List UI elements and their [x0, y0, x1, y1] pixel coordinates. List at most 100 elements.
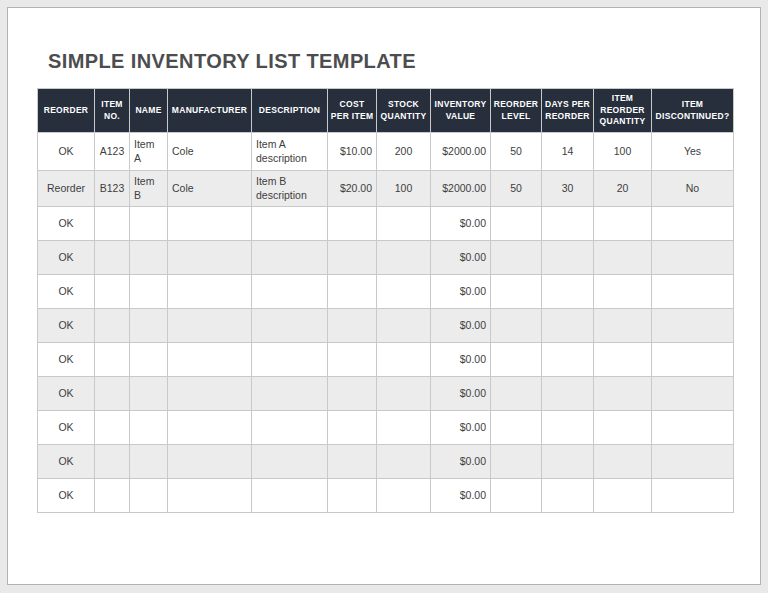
cell-name [130, 207, 168, 241]
cell-cost_per_item [328, 411, 377, 445]
cell-stock_quantity [377, 479, 431, 513]
cell-inventory_value: $0.00 [431, 445, 491, 479]
column-header-days_per_reorder: DAYS PER REORDER [542, 89, 594, 133]
cell-stock_quantity [377, 411, 431, 445]
cell-manufacturer [168, 207, 252, 241]
cell-reorder_level [491, 479, 542, 513]
cell-item_no: A123 [95, 133, 130, 171]
cell-reorder_level [491, 377, 542, 411]
cell-manufacturer [168, 377, 252, 411]
cell-cost_per_item [328, 377, 377, 411]
cell-manufacturer [168, 275, 252, 309]
column-header-item_discontinued: ITEM DISCONTINUED? [652, 89, 734, 133]
cell-inventory_value: $2000.00 [431, 171, 491, 207]
cell-stock_quantity [377, 377, 431, 411]
cell-stock_quantity [377, 445, 431, 479]
page-title: SIMPLE INVENTORY LIST TEMPLATE [48, 50, 760, 72]
table-row: OK$0.00 [38, 343, 734, 377]
cell-cost_per_item [328, 445, 377, 479]
document-page: SIMPLE INVENTORY LIST TEMPLATE REORDERIT… [7, 7, 761, 585]
table-row: OK$0.00 [38, 479, 734, 513]
table-row: OK$0.00 [38, 411, 734, 445]
column-header-reorder: REORDER [38, 89, 95, 133]
cell-manufacturer [168, 343, 252, 377]
cell-item_no [95, 445, 130, 479]
cell-reorder_level [491, 309, 542, 343]
cell-item_no [95, 343, 130, 377]
cell-stock_quantity [377, 241, 431, 275]
cell-days_per_reorder: 30 [542, 171, 594, 207]
cell-item_reorder_quantity [594, 377, 652, 411]
column-header-cost_per_item: COST PER ITEM [328, 89, 377, 133]
cell-name: Item A [130, 133, 168, 171]
cell-description [252, 207, 328, 241]
cell-reorder_level [491, 411, 542, 445]
cell-reorder: Reorder [38, 171, 95, 207]
column-header-stock_quantity: STOCK QUANTITY [377, 89, 431, 133]
cell-cost_per_item [328, 479, 377, 513]
cell-reorder: OK [38, 479, 95, 513]
column-header-manufacturer: MANUFACTURER [168, 89, 252, 133]
cell-inventory_value: $0.00 [431, 207, 491, 241]
cell-reorder_level [491, 207, 542, 241]
inventory-table-body: OKA123Item AColeItem A description$10.00… [38, 133, 734, 513]
cell-description [252, 445, 328, 479]
cell-item_discontinued [652, 377, 734, 411]
cell-item_reorder_quantity [594, 309, 652, 343]
cell-item_reorder_quantity [594, 207, 652, 241]
cell-reorder: OK [38, 207, 95, 241]
cell-cost_per_item: $20.00 [328, 171, 377, 207]
cell-name [130, 445, 168, 479]
cell-item_reorder_quantity: 20 [594, 171, 652, 207]
cell-inventory_value: $0.00 [431, 275, 491, 309]
cell-description [252, 309, 328, 343]
cell-manufacturer: Cole [168, 171, 252, 207]
cell-days_per_reorder [542, 445, 594, 479]
cell-stock_quantity: 200 [377, 133, 431, 171]
cell-reorder: OK [38, 377, 95, 411]
cell-cost_per_item: $10.00 [328, 133, 377, 171]
cell-item_reorder_quantity [594, 445, 652, 479]
cell-description [252, 411, 328, 445]
cell-manufacturer [168, 445, 252, 479]
cell-description [252, 377, 328, 411]
cell-inventory_value: $0.00 [431, 241, 491, 275]
cell-item_discontinued [652, 241, 734, 275]
cell-item_reorder_quantity [594, 343, 652, 377]
cell-days_per_reorder [542, 479, 594, 513]
cell-item_discontinued [652, 343, 734, 377]
cell-days_per_reorder [542, 241, 594, 275]
cell-reorder: OK [38, 309, 95, 343]
cell-inventory_value: $0.00 [431, 377, 491, 411]
cell-item_no [95, 241, 130, 275]
table-row: OKA123Item AColeItem A description$10.00… [38, 133, 734, 171]
cell-item_no [95, 377, 130, 411]
cell-description: Item B description [252, 171, 328, 207]
cell-manufacturer [168, 479, 252, 513]
cell-description [252, 343, 328, 377]
cell-cost_per_item [328, 343, 377, 377]
cell-cost_per_item [328, 207, 377, 241]
cell-manufacturer: Cole [168, 133, 252, 171]
cell-cost_per_item [328, 309, 377, 343]
cell-name [130, 241, 168, 275]
cell-reorder_level [491, 241, 542, 275]
cell-stock_quantity [377, 207, 431, 241]
cell-reorder: OK [38, 411, 95, 445]
cell-inventory_value: $2000.00 [431, 133, 491, 171]
cell-reorder_level [491, 445, 542, 479]
table-row: ReorderB123Item BColeItem B description$… [38, 171, 734, 207]
cell-name [130, 479, 168, 513]
cell-item_discontinued: No [652, 171, 734, 207]
cell-name [130, 309, 168, 343]
column-header-description: DESCRIPTION [252, 89, 328, 133]
cell-reorder_level: 50 [491, 171, 542, 207]
table-row: OK $0.00 [38, 309, 734, 343]
cell-item_discontinued [652, 445, 734, 479]
header-row: REORDERITEM NO.NAMEMANUFACTURERDESCRIPTI… [38, 89, 734, 133]
cell-item_reorder_quantity [594, 479, 652, 513]
cell-inventory_value: $0.00 [431, 309, 491, 343]
cell-reorder: OK [38, 241, 95, 275]
cell-item_no [95, 411, 130, 445]
cell-days_per_reorder [542, 207, 594, 241]
